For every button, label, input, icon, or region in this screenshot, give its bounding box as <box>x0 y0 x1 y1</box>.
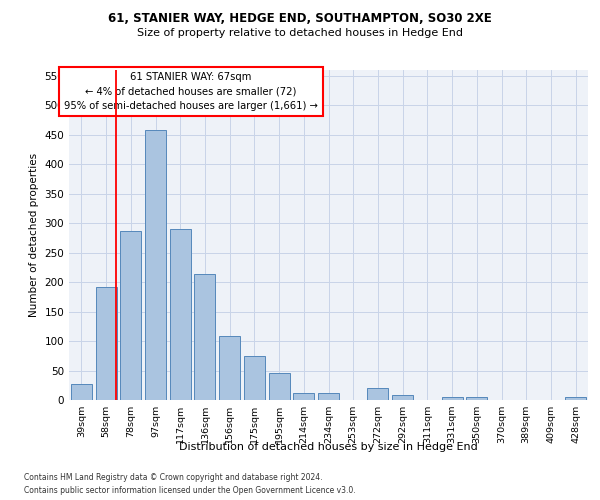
Text: 61 STANIER WAY: 67sqm
← 4% of detached houses are smaller (72)
95% of semi-detac: 61 STANIER WAY: 67sqm ← 4% of detached h… <box>64 72 318 111</box>
Bar <box>95 287 116 400</box>
Text: Contains HM Land Registry data © Crown copyright and database right 2024.: Contains HM Land Registry data © Crown c… <box>24 472 323 482</box>
Bar <box>442 397 463 400</box>
Bar <box>269 373 290 400</box>
Bar <box>293 393 314 400</box>
Bar <box>219 336 240 400</box>
Bar <box>120 232 141 400</box>
Bar <box>194 274 215 400</box>
Bar <box>145 130 166 400</box>
Bar <box>392 396 413 400</box>
Text: Distribution of detached houses by size in Hedge End: Distribution of detached houses by size … <box>179 442 478 452</box>
Bar <box>565 397 586 400</box>
Bar <box>367 388 388 400</box>
Bar <box>71 384 92 400</box>
Text: Size of property relative to detached houses in Hedge End: Size of property relative to detached ho… <box>137 28 463 38</box>
Bar <box>318 393 339 400</box>
Text: 61, STANIER WAY, HEDGE END, SOUTHAMPTON, SO30 2XE: 61, STANIER WAY, HEDGE END, SOUTHAMPTON,… <box>108 12 492 24</box>
Bar <box>170 228 191 400</box>
Y-axis label: Number of detached properties: Number of detached properties <box>29 153 39 317</box>
Bar <box>466 397 487 400</box>
Text: Contains public sector information licensed under the Open Government Licence v3: Contains public sector information licen… <box>24 486 356 495</box>
Bar <box>244 356 265 400</box>
